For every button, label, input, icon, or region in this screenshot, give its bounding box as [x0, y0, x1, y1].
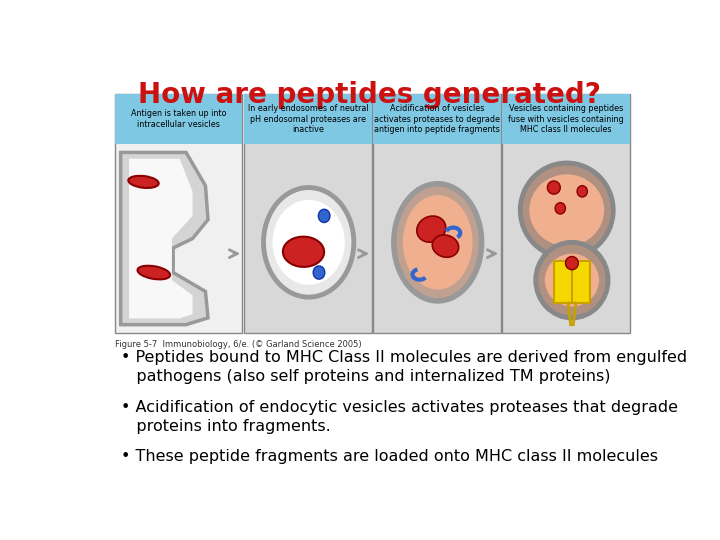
FancyBboxPatch shape	[244, 94, 372, 144]
Ellipse shape	[138, 266, 170, 279]
Text: In early endosomes of neutral
pH endosomal proteases are
inactive: In early endosomes of neutral pH endosom…	[248, 104, 368, 134]
Ellipse shape	[264, 187, 354, 297]
FancyBboxPatch shape	[244, 94, 372, 333]
Text: • Acidification of endocytic vesicles activates proteases that degrade
   protei: • Acidification of endocytic vesicles ac…	[121, 400, 678, 434]
FancyBboxPatch shape	[373, 94, 500, 333]
Ellipse shape	[394, 184, 482, 301]
FancyBboxPatch shape	[373, 94, 500, 144]
Ellipse shape	[577, 186, 588, 197]
Ellipse shape	[432, 235, 459, 257]
Text: How are peptides generated?: How are peptides generated?	[138, 82, 600, 110]
Text: Antigen is taken up into
intracellular vesicles: Antigen is taken up into intracellular v…	[131, 109, 227, 129]
Ellipse shape	[521, 163, 613, 258]
FancyBboxPatch shape	[503, 94, 629, 333]
Ellipse shape	[529, 174, 604, 246]
Polygon shape	[121, 152, 208, 325]
Ellipse shape	[565, 256, 578, 269]
Ellipse shape	[273, 200, 345, 285]
Text: • These peptide fragments are loaded onto MHC class II molecules: • These peptide fragments are loaded ont…	[121, 449, 657, 464]
Ellipse shape	[318, 210, 330, 222]
Text: Acidification of vesicles
activates proteases to degrade
antigen into peptide fr: Acidification of vesicles activates prot…	[374, 104, 500, 134]
Ellipse shape	[417, 216, 446, 242]
Ellipse shape	[536, 242, 608, 318]
Ellipse shape	[403, 195, 472, 289]
Text: Vesicles containing peptides
fuse with vesicles containing
MHC class II molecule: Vesicles containing peptides fuse with v…	[508, 104, 624, 134]
Text: Figure 5-7  Immunobiology, 6/e. (© Garland Science 2005): Figure 5-7 Immunobiology, 6/e. (© Garlan…	[115, 341, 361, 349]
Ellipse shape	[555, 202, 565, 214]
FancyBboxPatch shape	[115, 94, 243, 333]
Ellipse shape	[547, 181, 560, 194]
Ellipse shape	[313, 266, 325, 279]
Ellipse shape	[545, 254, 599, 307]
FancyBboxPatch shape	[115, 94, 243, 144]
Ellipse shape	[283, 237, 324, 267]
FancyBboxPatch shape	[554, 261, 590, 303]
Polygon shape	[129, 159, 192, 319]
Text: • Peptides bound to MHC Class II molecules are derived from engulfed
   pathogen: • Peptides bound to MHC Class II molecul…	[121, 349, 687, 384]
Ellipse shape	[128, 176, 158, 188]
FancyBboxPatch shape	[503, 94, 629, 144]
